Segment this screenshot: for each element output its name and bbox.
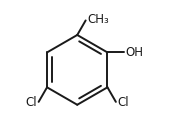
Text: Cl: Cl	[117, 96, 129, 109]
Text: OH: OH	[126, 46, 143, 59]
Text: Cl: Cl	[26, 96, 37, 109]
Text: CH₃: CH₃	[87, 13, 109, 26]
